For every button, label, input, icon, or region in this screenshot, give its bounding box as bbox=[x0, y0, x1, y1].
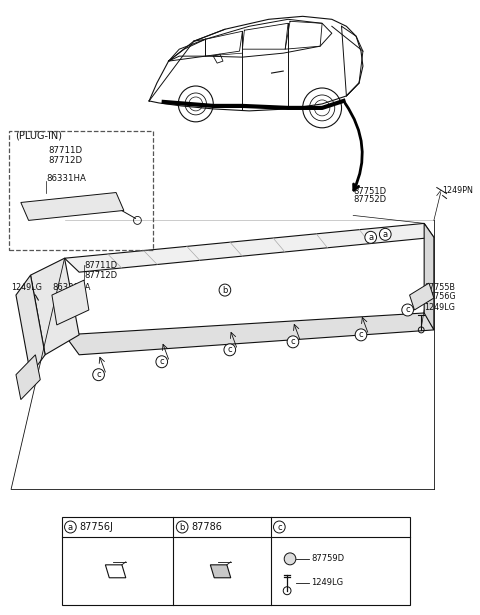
Text: (PLUG-IN): (PLUG-IN) bbox=[15, 131, 62, 141]
Circle shape bbox=[176, 521, 188, 533]
Circle shape bbox=[365, 231, 376, 244]
Polygon shape bbox=[16, 355, 40, 400]
Text: c: c bbox=[96, 370, 101, 379]
Text: b: b bbox=[180, 523, 185, 531]
Text: a: a bbox=[383, 230, 388, 239]
Circle shape bbox=[156, 356, 168, 368]
Text: 86331HA: 86331HA bbox=[46, 173, 86, 183]
Polygon shape bbox=[16, 275, 45, 375]
Polygon shape bbox=[409, 283, 434, 310]
Text: 1249LG: 1249LG bbox=[11, 283, 42, 292]
Circle shape bbox=[224, 344, 236, 356]
Circle shape bbox=[355, 329, 367, 341]
Text: 87756J: 87756J bbox=[79, 522, 113, 532]
Text: c: c bbox=[405, 306, 410, 314]
Circle shape bbox=[274, 521, 285, 533]
Text: c: c bbox=[290, 338, 295, 346]
Text: 87711D: 87711D bbox=[48, 146, 82, 155]
Text: 87711D: 87711D bbox=[84, 261, 117, 270]
Polygon shape bbox=[210, 565, 231, 577]
Polygon shape bbox=[65, 313, 434, 355]
Polygon shape bbox=[52, 280, 89, 325]
Text: 1249LG: 1249LG bbox=[424, 303, 455, 312]
Text: 87759D: 87759D bbox=[312, 554, 345, 563]
Text: a: a bbox=[368, 233, 373, 242]
Bar bbox=[9, 131, 153, 250]
Text: 86330AA: 86330AA bbox=[52, 283, 90, 292]
Polygon shape bbox=[424, 223, 434, 330]
Circle shape bbox=[219, 284, 231, 296]
Text: 1249LG: 1249LG bbox=[312, 578, 344, 587]
Text: c: c bbox=[277, 523, 282, 531]
Text: 87712D: 87712D bbox=[84, 271, 117, 280]
Circle shape bbox=[65, 521, 76, 533]
Bar bbox=[61, 517, 409, 605]
Circle shape bbox=[287, 336, 299, 348]
Text: b: b bbox=[222, 285, 228, 295]
Polygon shape bbox=[21, 192, 124, 220]
Circle shape bbox=[93, 369, 105, 381]
Polygon shape bbox=[65, 223, 434, 272]
Circle shape bbox=[284, 553, 296, 565]
Text: c: c bbox=[228, 345, 232, 354]
Text: c: c bbox=[359, 330, 363, 339]
Text: 87751D: 87751D bbox=[353, 186, 386, 196]
Text: 87752D: 87752D bbox=[353, 196, 386, 204]
Text: c: c bbox=[159, 357, 164, 367]
Text: 87756G: 87756G bbox=[424, 292, 456, 301]
Circle shape bbox=[380, 228, 391, 240]
Text: 1249PN: 1249PN bbox=[443, 186, 473, 194]
Text: 87786: 87786 bbox=[191, 522, 222, 532]
Text: a: a bbox=[68, 523, 73, 531]
Text: 87755B: 87755B bbox=[424, 283, 455, 292]
Text: 87712D: 87712D bbox=[48, 156, 82, 165]
Polygon shape bbox=[31, 258, 79, 355]
Circle shape bbox=[402, 304, 413, 316]
